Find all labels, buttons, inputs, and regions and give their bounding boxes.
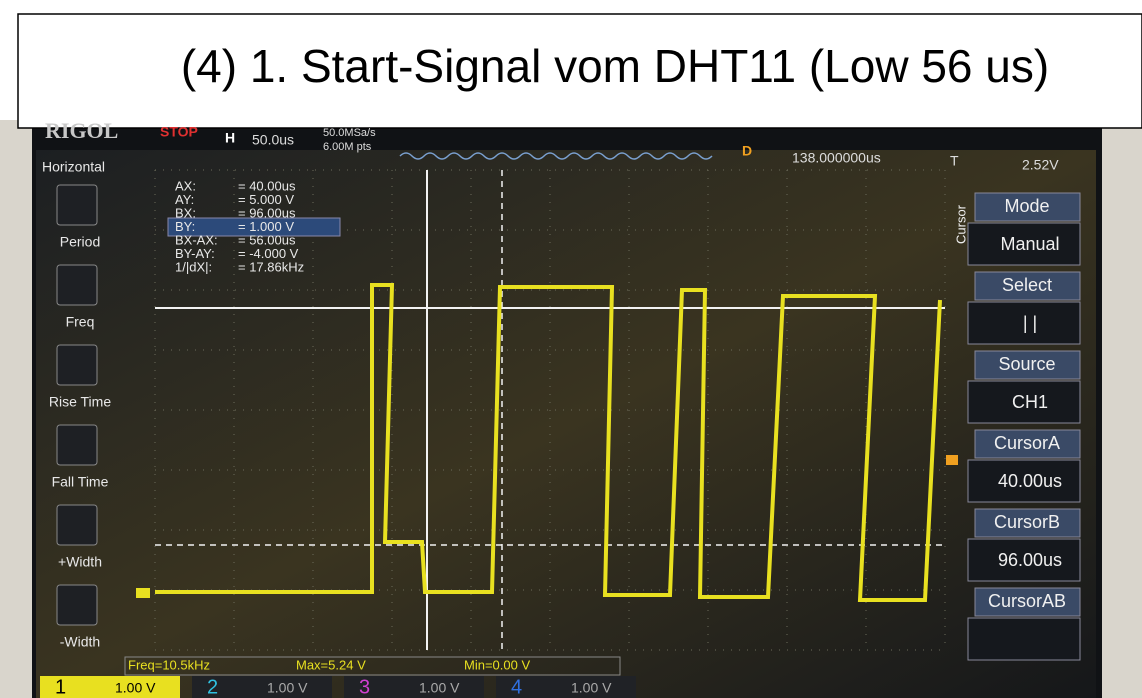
menu-icon: [56, 184, 98, 226]
menu-label: CursorB: [994, 512, 1060, 532]
menu-label: CursorAB: [988, 591, 1066, 611]
scope-screen: [36, 150, 1096, 698]
menu-label: Mode: [1004, 196, 1049, 216]
waveform: [155, 283, 942, 602]
right-menu-title: Cursor: [953, 204, 968, 244]
menu-icon: [56, 584, 98, 626]
readout-value: = 96.00us: [238, 205, 296, 220]
menu-header: [974, 192, 1081, 222]
delay-label: D: [742, 143, 752, 159]
sample-rate: 50.0MSa/s: [323, 127, 376, 139]
menu-value: CH1: [1012, 392, 1048, 412]
grid: [154, 169, 946, 651]
menu-header: [974, 271, 1081, 301]
menu-item: Rise Time: [49, 394, 111, 410]
brand: RIGOL: [45, 118, 118, 143]
menu-value: 40.00us: [998, 471, 1062, 491]
memory-bar: [399, 152, 713, 160]
measurements: Freq=10.5kHz Max=5.24 V Min=0.00 V: [124, 656, 621, 676]
readout-highlight: [167, 217, 341, 237]
channel-number: 1: [55, 676, 66, 698]
status: STOP: [160, 124, 198, 140]
left-menu: Horizontal Period Freq Rise Time Fall Time +…: [42, 159, 111, 650]
channel-number: 2: [207, 676, 218, 698]
menu-value: 96.00us: [998, 550, 1062, 570]
cursor-readout: AX: = 40.00us AY: = 5.000 V BX: = 96.00us BY: =…: [167, 178, 341, 274]
measurement: Max=5.24 V: [296, 657, 366, 672]
trigger-marker: [946, 455, 958, 465]
readout-value: = 40.00us: [238, 178, 296, 193]
readout-key: 1/|dX|:: [175, 259, 212, 274]
menu-icon: [56, 344, 98, 386]
menu-label: Select: [1002, 275, 1052, 295]
ch1-marker: [136, 588, 150, 598]
timebase-label: H: [225, 130, 235, 146]
menu-value: Manual: [1000, 234, 1059, 254]
measurement: Freq=10.5kHz: [128, 657, 210, 672]
channel-scale: 1.00 V: [571, 680, 612, 696]
menu-field[interactable]: [967, 459, 1081, 503]
left-menu-title: Horizontal: [42, 159, 105, 175]
title: (4) 1. Start-Signal vom DHT11 (Low 56 us…: [181, 40, 1049, 92]
menu-field[interactable]: [967, 301, 1081, 345]
menu-header: [974, 508, 1081, 538]
channel-scale: 1.00 V: [267, 680, 308, 696]
menu-icon: [56, 504, 98, 546]
menu-field[interactable]: [967, 538, 1081, 582]
menu-item: Freq: [66, 314, 95, 330]
readout-key: AX:: [175, 178, 196, 193]
menu-value: | |: [1023, 313, 1037, 333]
channel-box: [192, 676, 332, 698]
readout-value: = 56.00us: [238, 232, 296, 247]
menu-item: Period: [60, 234, 100, 250]
menu-icon: [56, 424, 98, 466]
readout-value: = 17.86kHz: [238, 259, 304, 274]
channel-scale: 1.00 V: [115, 680, 156, 696]
measurement: Min=0.00 V: [464, 657, 530, 672]
trigger-level: 2.52V: [1022, 157, 1059, 173]
channel-number: 3: [359, 676, 370, 698]
readout-key: BX:: [175, 205, 196, 220]
menu-field[interactable]: [967, 380, 1081, 424]
menu-item: -Width: [60, 634, 100, 650]
menu-field[interactable]: [967, 222, 1081, 266]
measure-box: [124, 656, 621, 676]
readout-key: BY:: [175, 219, 195, 234]
channel-number: 4: [511, 676, 522, 698]
menu-header: [974, 350, 1081, 380]
menu-field[interactable]: [967, 617, 1081, 661]
right-menu: Cursor Mode Manual Select | | Source CH1 Curso…: [953, 192, 1081, 661]
channel-box: [344, 676, 484, 698]
menu-item: Fall Time: [52, 474, 109, 490]
menu-label: CursorA: [994, 433, 1060, 453]
timebase: 50.0us: [252, 132, 294, 148]
readout-key: BY-AY:: [175, 246, 215, 261]
channel-box: [496, 676, 636, 698]
readout-value: = 5.000 V: [238, 192, 294, 207]
menu-header: [974, 587, 1081, 617]
readout-value: = -4.000 V: [238, 246, 299, 261]
channel-box: [40, 676, 180, 698]
menu-icon: [56, 264, 98, 306]
readout-value: = 1.000 V: [238, 219, 294, 234]
readout-key: AY:: [175, 192, 194, 207]
cursors: [155, 170, 945, 650]
readout-key: BX-AX:: [175, 232, 218, 247]
title-box: [17, 13, 1142, 129]
menu-item: +Width: [58, 554, 102, 570]
channel-scale: 1.00 V: [419, 680, 460, 696]
menu-label: Source: [998, 354, 1055, 374]
channel-bar: 1 1.00 V 2 1.00 V 3 1.00 V 4 1.00 V: [40, 676, 636, 698]
trigger-label: T: [950, 153, 959, 169]
memory: 6.00M pts: [323, 141, 372, 153]
delay: 138.000000us: [792, 150, 881, 166]
menu-header: [974, 429, 1081, 459]
